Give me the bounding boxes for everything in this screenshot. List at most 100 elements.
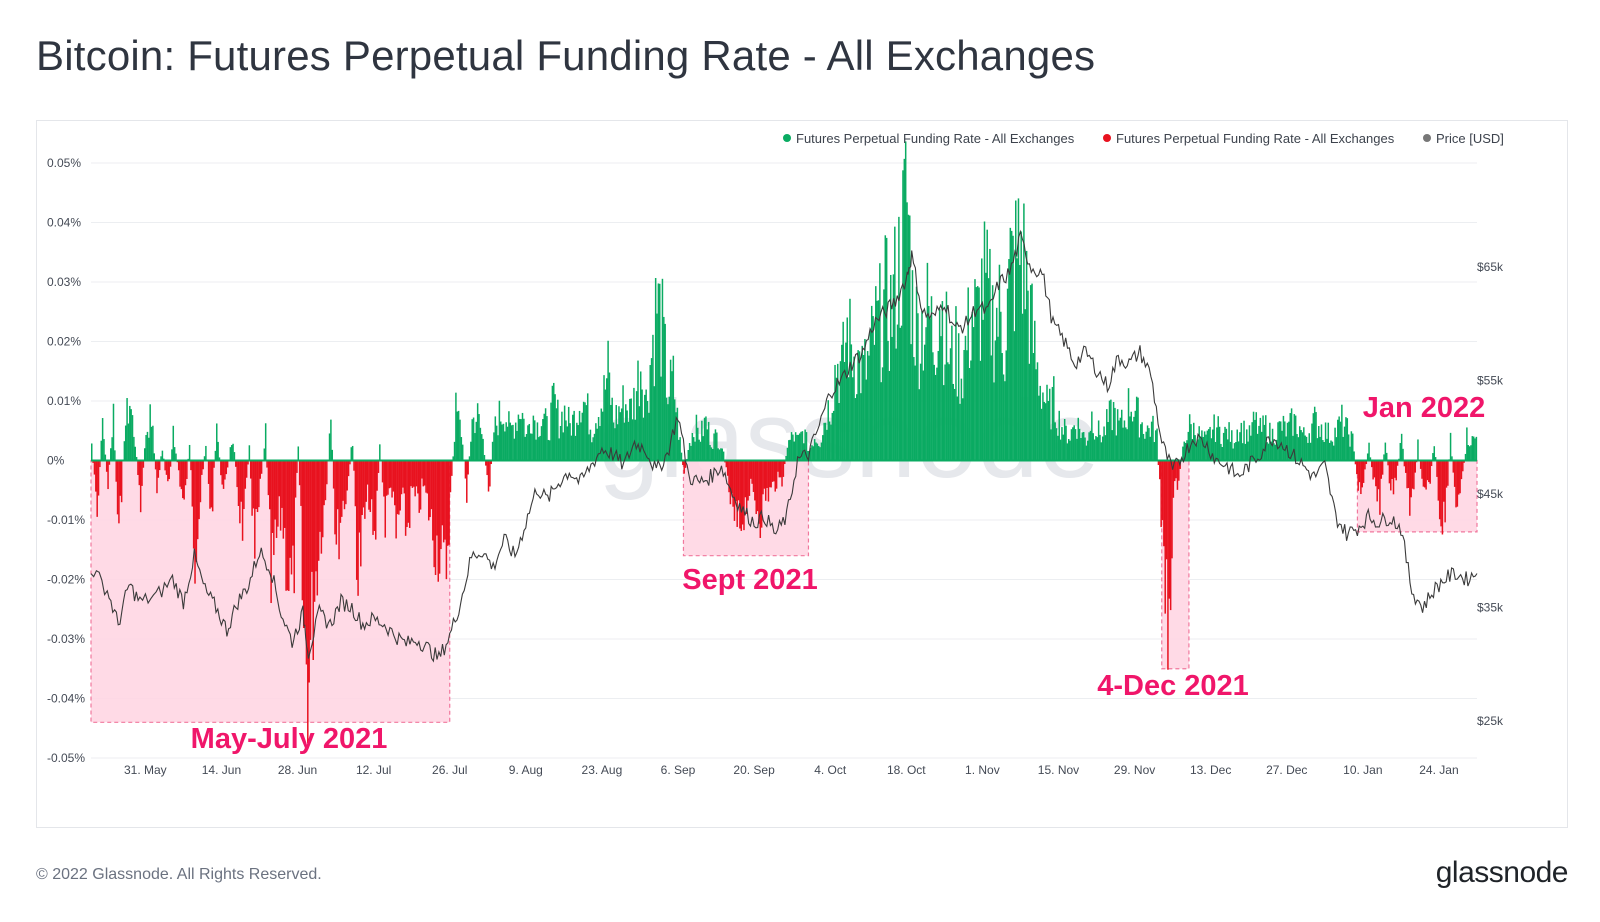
funding-rate-bar (1339, 421, 1342, 461)
funding-rate-bar (251, 460, 253, 516)
x-tick-label: 24. Jan (1419, 763, 1458, 777)
funding-rate-bar (1013, 331, 1016, 461)
funding-rate-bar (1167, 460, 1169, 670)
funding-rate-bar (1063, 418, 1066, 461)
funding-rate-bar (1205, 434, 1207, 461)
funding-rate-bar (953, 388, 956, 461)
funding-rate-bar (586, 393, 589, 461)
funding-rate-bar (127, 423, 130, 461)
funding-rate-bar (331, 449, 334, 461)
funding-rate-bar (1341, 404, 1343, 461)
funding-rate-bar (508, 411, 510, 461)
funding-rate-bar (663, 316, 665, 461)
funding-rate-bar (678, 439, 680, 461)
funding-rate-bar (1399, 442, 1402, 461)
funding-rate-bar (898, 216, 900, 461)
y-left-tick-label: -0.02% (47, 573, 85, 587)
funding-rate-bar (1140, 424, 1142, 461)
x-tick-label: 18. Oct (887, 763, 926, 777)
y-right-tick-label: $55k (1477, 374, 1504, 388)
funding-rate-bar (535, 439, 537, 461)
funding-rate-bar (562, 432, 565, 461)
funding-rate-bar (149, 404, 151, 461)
funding-rate-bar (134, 446, 136, 461)
funding-rate-bar (202, 460, 204, 470)
funding-rate-bar (1311, 423, 1313, 461)
funding-rate-bar (869, 330, 872, 461)
funding-rate-bar (1337, 419, 1339, 461)
funding-rate-bar (884, 235, 887, 461)
funding-rate-bar (271, 460, 274, 533)
funding-rate-bar (269, 460, 271, 510)
funding-rate-bar (1216, 427, 1218, 461)
funding-rate-bar (555, 408, 558, 461)
funding-rate-bar (758, 460, 760, 524)
funding-rate-bar (665, 397, 668, 461)
funding-rate-bar (1293, 414, 1296, 461)
funding-rate-bar (1044, 403, 1047, 461)
funding-rate-bar (544, 408, 547, 461)
funding-rate-bar (347, 460, 350, 477)
funding-rate-bar (213, 460, 215, 468)
funding-rate-bar (1123, 420, 1126, 461)
funding-rate-bar (792, 434, 794, 461)
funding-rate-bar (1213, 414, 1215, 461)
funding-rate-bar (259, 460, 261, 479)
funding-rate-bar (672, 355, 675, 461)
funding-rate-bar (483, 455, 486, 461)
funding-rate-bar (974, 279, 976, 461)
funding-rate-bar (1027, 290, 1029, 461)
funding-rate-bar (392, 460, 395, 492)
funding-rate-bar (464, 460, 467, 479)
funding-rate-bar (413, 460, 415, 487)
funding-rate-bar (801, 431, 804, 461)
funding-rate-bar (1100, 442, 1103, 461)
funding-rate-bar (983, 221, 986, 461)
funding-rate-bar (1024, 309, 1027, 461)
funding-rate-bar (891, 336, 893, 461)
funding-rate-bar (1130, 411, 1132, 461)
funding-rate-bar (417, 460, 419, 494)
funding-rate-bar (933, 364, 935, 461)
funding-rate-bar (732, 460, 734, 507)
funding-rate-bar (557, 399, 559, 461)
y-left-tick-label: -0.05% (47, 751, 85, 765)
funding-rate-bar (841, 344, 843, 461)
funding-rate-bar (1220, 443, 1222, 461)
funding-rate-bar (763, 460, 766, 489)
funding-rate-bar (118, 460, 120, 524)
funding-rate-bars (91, 141, 1478, 744)
funding-rate-bar (815, 442, 817, 461)
funding-rate-bar (156, 460, 158, 494)
funding-rate-bar (982, 319, 984, 461)
funding-rate-bar (1021, 313, 1024, 461)
funding-rate-bar (1009, 227, 1012, 461)
funding-rate-bar (585, 405, 588, 461)
funding-rate-bar (774, 460, 776, 492)
funding-rate-bar (300, 460, 302, 506)
funding-rate-bar (211, 460, 214, 512)
funding-rate-bar (664, 323, 666, 461)
funding-rate-bar (510, 425, 513, 461)
funding-rate-bar (1316, 438, 1319, 461)
price-line (90, 229, 1478, 663)
funding-rate-bar (794, 432, 797, 461)
funding-rate-bar (275, 460, 278, 538)
funding-rate-bar (960, 378, 963, 461)
y-left-tick-label: 0% (47, 454, 65, 468)
funding-rate-bar (546, 416, 548, 461)
funding-rate-bar (574, 435, 577, 461)
x-tick-label: 12. Jul (356, 763, 391, 777)
funding-rate-bar (145, 435, 147, 461)
funding-rate-bar (387, 460, 389, 495)
funding-rate-bar (656, 313, 658, 461)
funding-rate-bar (1464, 453, 1467, 461)
funding-rate-bar (928, 305, 930, 461)
funding-rate-bar (985, 272, 987, 461)
funding-rate-bar (1379, 460, 1381, 515)
funding-rate-bar (1229, 441, 1232, 461)
funding-rate-bar (1176, 460, 1179, 490)
funding-rate-bar (1406, 460, 1408, 489)
funding-rate-bar (987, 278, 990, 461)
funding-rate-bar (158, 460, 161, 471)
